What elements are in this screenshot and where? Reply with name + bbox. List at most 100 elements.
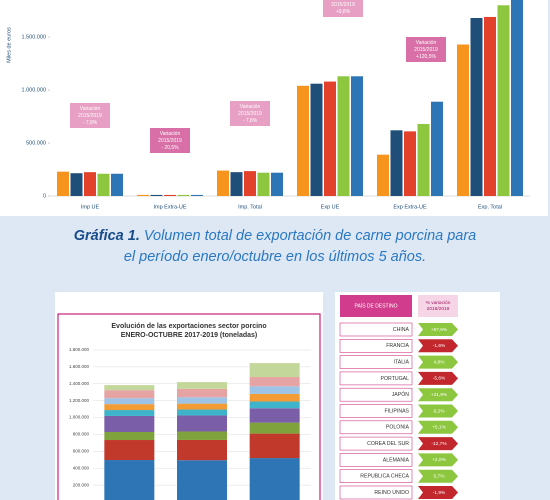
bar	[111, 173, 123, 196]
country-name: FILIPINAS	[384, 408, 409, 414]
country-cell	[339, 436, 413, 451]
y-tick-label: 200.000	[73, 482, 90, 487]
annotation-box	[323, 0, 363, 17]
x-tick-label: Exp Extra-UE	[393, 204, 427, 210]
variation-value: -12,7%	[431, 441, 447, 447]
bar-segment	[249, 401, 300, 409]
country-cell	[339, 322, 413, 337]
variation-arrow	[418, 339, 458, 353]
evolution-chart: Evolución de las exportaciones sector po…	[55, 292, 323, 500]
bar-segment	[177, 403, 227, 410]
y-tick-label: 1.000.000	[69, 415, 90, 420]
bar	[271, 172, 283, 196]
annotation-text: +9,8%	[336, 9, 351, 15]
annotation-box	[230, 101, 270, 126]
bar-segment	[177, 409, 227, 416]
annotation-text: 2015/2019	[158, 138, 182, 144]
bar-segment	[177, 415, 227, 432]
bar-segment	[249, 393, 300, 402]
annotation-text: Variación	[240, 104, 261, 110]
caption-label: Gráfica 1.	[73, 228, 140, 244]
variation-arrow	[418, 323, 458, 336]
y-tick-label: 800.000	[73, 432, 90, 437]
annotation-text: 2015/2019	[78, 113, 102, 119]
header-text: % variación 2018/2019	[426, 300, 451, 312]
annotation-text: Variación	[160, 131, 181, 137]
annotation-text: 2015/2019	[238, 111, 262, 117]
annotation-box	[70, 103, 110, 128]
bar-segment	[177, 388, 227, 398]
bar	[57, 171, 69, 196]
bar	[470, 18, 483, 197]
bar	[404, 131, 416, 196]
chart-title: Evolución de las exportaciones sector po…	[111, 323, 266, 330]
bar	[377, 154, 389, 196]
variation-value: 8,2%	[434, 408, 446, 414]
country-name: REPUBLICA CHECA	[360, 474, 409, 480]
bar-segment	[249, 408, 300, 423]
x-tick-label: Exp UE	[321, 204, 340, 210]
x-tick-label: Exp. Total	[478, 204, 502, 210]
bar-segment	[177, 439, 227, 461]
y-tick-label: 600.000	[73, 449, 90, 454]
country-name: ITALIA	[394, 359, 410, 365]
bar	[257, 172, 270, 196]
caption: Gráfica 1. Volumen total de exportación …	[0, 226, 550, 268]
y-tick-label: 1.800.000	[69, 347, 90, 352]
bar-segment	[249, 377, 300, 387]
header-cell	[340, 295, 412, 317]
bar	[164, 194, 176, 196]
country-name: FRANCIA	[386, 343, 409, 349]
variation-value: -1,6%	[433, 343, 446, 349]
variation-arrow	[418, 437, 458, 451]
country-cell	[339, 453, 413, 467]
variation-value: 4,8%	[434, 359, 446, 365]
variation-arrow	[418, 486, 458, 499]
country-cell	[339, 404, 413, 418]
country-name: CHINA	[393, 327, 410, 333]
x-tick-label: Imp. Total	[238, 204, 262, 210]
caption-text: Volumen total de exportación de carne po…	[143, 228, 477, 244]
bar-segment	[177, 431, 227, 440]
bar-segment	[249, 422, 300, 434]
variation-table: PAÍS DE DESTINO % variación 2018/2019 CHINA…	[335, 292, 500, 500]
country-name: COREA DEL SUR	[367, 441, 409, 447]
y-tick-label: 500.000	[26, 140, 46, 146]
annotation-text: - 7,8%	[243, 118, 258, 124]
y-tick-label: 0	[43, 193, 46, 199]
country-name: JAPÓN	[392, 391, 410, 398]
bar-segment	[177, 382, 227, 389]
export-chart: Miles de euros 0 500.000 1.000.000 1.500.000…	[0, 0, 548, 216]
bar	[191, 194, 203, 196]
y-tick-label: 1.600.000	[69, 364, 90, 369]
bar	[177, 194, 190, 196]
bar-segment	[104, 404, 155, 411]
annotation-box	[406, 37, 446, 62]
bar	[150, 194, 163, 196]
bar	[417, 123, 430, 196]
bar-segment	[104, 410, 155, 416]
x-tick-label: Imp UE	[81, 204, 100, 210]
country-cell	[339, 338, 413, 353]
country-cell	[339, 355, 413, 369]
bar	[84, 172, 96, 196]
bar	[337, 76, 350, 196]
bar	[310, 83, 323, 196]
annotation-text: 2015/2019	[414, 47, 438, 53]
header-cell	[418, 295, 458, 317]
variation-arrow	[418, 404, 458, 418]
variation-value: 5,7%	[434, 473, 446, 479]
y-tick-label: 1.500.000	[22, 35, 46, 41]
annotation-text: 2015/2019	[331, 2, 355, 8]
bar	[497, 5, 510, 196]
variation-value: -1,9%	[433, 490, 446, 496]
variation-arrow	[418, 469, 458, 483]
bar-segment	[104, 398, 155, 405]
bar	[484, 16, 496, 196]
variation-value: +21,9%	[431, 392, 448, 398]
variation-value: +5,1%	[432, 425, 446, 431]
annotation-box	[150, 128, 190, 153]
bar-segment	[177, 397, 227, 404]
annotation-text: - 7,8%	[83, 120, 98, 126]
bar-segment	[104, 431, 155, 441]
